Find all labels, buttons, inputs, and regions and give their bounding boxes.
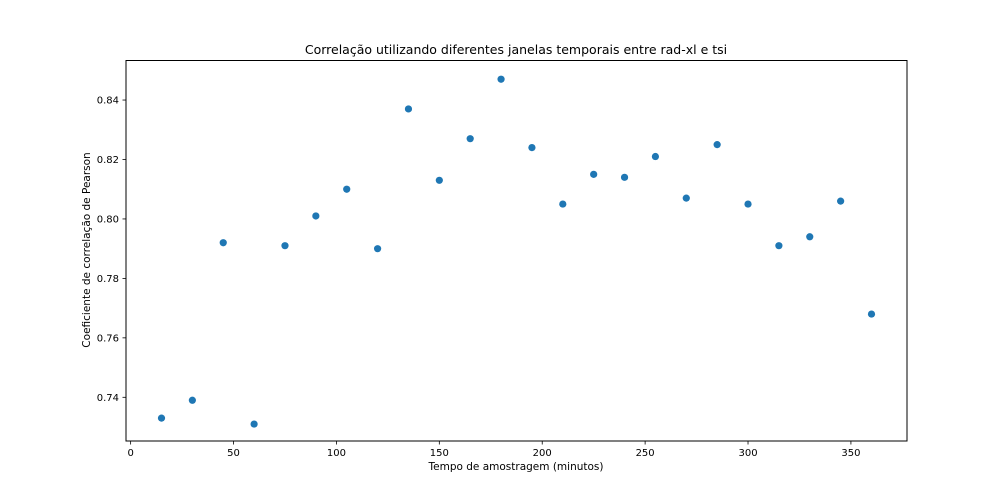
x-tick-label: 300	[738, 448, 757, 459]
y-tick-label: 0.80	[97, 214, 119, 225]
x-axis-ticks: 0 50 100 150 200 250 300 350	[127, 441, 860, 459]
x-tick-label: 0	[127, 448, 133, 459]
data-point	[404, 105, 413, 113]
data-point	[250, 420, 258, 428]
data-point	[806, 233, 814, 241]
data-point	[281, 242, 289, 250]
data-point	[528, 144, 536, 152]
data-point	[312, 212, 320, 220]
data-point	[620, 173, 629, 181]
x-tick-label: 100	[327, 448, 346, 459]
x-tick-label: 250	[636, 448, 655, 459]
data-point	[559, 200, 567, 208]
data-point	[590, 170, 598, 178]
y-tick-label: 0.76	[97, 333, 119, 344]
data-point	[837, 197, 845, 205]
y-tick-label: 0.78	[97, 274, 119, 285]
data-point	[497, 75, 505, 83]
plot-frame	[125, 60, 908, 442]
x-tick-label: 50	[227, 448, 240, 459]
data-points	[157, 75, 876, 428]
y-axis-label: Coeficiente de correlação de Pearson	[81, 152, 93, 347]
data-point	[219, 239, 227, 247]
data-point	[744, 200, 752, 208]
data-point	[157, 414, 166, 422]
data-point	[651, 152, 660, 161]
data-point	[343, 185, 351, 193]
y-axis-ticks: 0.74 0.76 0.78 0.80 0.82 0.84	[97, 96, 126, 404]
y-tick-label: 0.84	[97, 96, 119, 107]
y-tick-label: 0.82	[97, 155, 119, 166]
data-point	[435, 176, 443, 184]
data-point	[867, 310, 876, 318]
data-point	[775, 242, 783, 250]
data-point	[466, 135, 474, 143]
x-tick-label: 200	[533, 448, 552, 459]
x-axis-label: Tempo de amostragem (minutos)	[428, 461, 604, 473]
chart-title: Correlação utilizando diferentes janelas…	[305, 42, 727, 57]
data-point	[682, 194, 690, 202]
data-point	[373, 245, 382, 253]
x-tick-label: 150	[430, 448, 449, 459]
data-point	[188, 396, 196, 404]
x-tick-label: 350	[841, 448, 860, 459]
data-point	[713, 141, 721, 149]
y-tick-label: 0.74	[97, 393, 119, 404]
